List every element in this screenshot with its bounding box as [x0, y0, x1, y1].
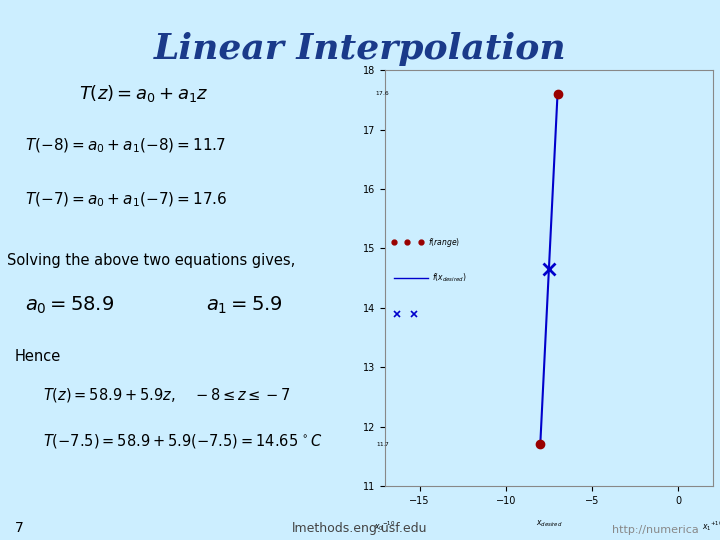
Text: $T(z) = 58.9 + 5.9z,\quad -8 \leq z \leq -7$: $T(z) = 58.9 + 5.9z,\quad -8 \leq z \leq…: [43, 386, 292, 404]
Text: Linear Interpolation: Linear Interpolation: [153, 32, 567, 66]
Text: Solving the above two equations gives,: Solving the above two equations gives,: [7, 253, 295, 268]
Text: $f(x_{desired})$: $f(x_{desired})$: [431, 272, 466, 285]
Text: $f(range)$: $f(range)$: [428, 236, 460, 249]
Text: $T(-7) = a_0 + a_1(-7) = 17.6$: $T(-7) = a_0 + a_1(-7) = 17.6$: [25, 191, 228, 209]
Text: $a_0 = 58.9$: $a_0 = 58.9$: [25, 295, 114, 316]
Text: $T(-8) = a_0 + a_1(-8) = 11.7$: $T(-8) = a_0 + a_1(-8) = 11.7$: [25, 137, 226, 155]
Text: 7: 7: [14, 521, 23, 535]
Text: $T(z) = a_0 + a_1 z$: $T(z) = a_0 + a_1 z$: [79, 83, 209, 104]
Text: Hence: Hence: [14, 349, 60, 364]
Text: lmethods.eng.usf.edu: lmethods.eng.usf.edu: [292, 522, 428, 535]
Text: ${}_{11.7}$: ${}_{11.7}$: [376, 440, 390, 449]
Text: ${}_{17.6}$: ${}_{17.6}$: [375, 90, 390, 98]
Text: $a_1 = 5.9$: $a_1 = 5.9$: [205, 295, 282, 316]
Text: $x_0{}^{-10}$: $x_0{}^{-10}$: [374, 519, 396, 532]
Text: $x_{desired}$: $x_{desired}$: [536, 519, 562, 529]
Text: http://numerica: http://numerica: [612, 524, 698, 535]
Text: $x_1{}^{+10}$: $x_1{}^{+10}$: [702, 519, 720, 532]
Text: $T(-7.5) = 58.9 + 5.9(-7.5) = 14.65\,^\circ C$: $T(-7.5) = 58.9 + 5.9(-7.5) = 14.65\,^\c…: [43, 432, 323, 450]
